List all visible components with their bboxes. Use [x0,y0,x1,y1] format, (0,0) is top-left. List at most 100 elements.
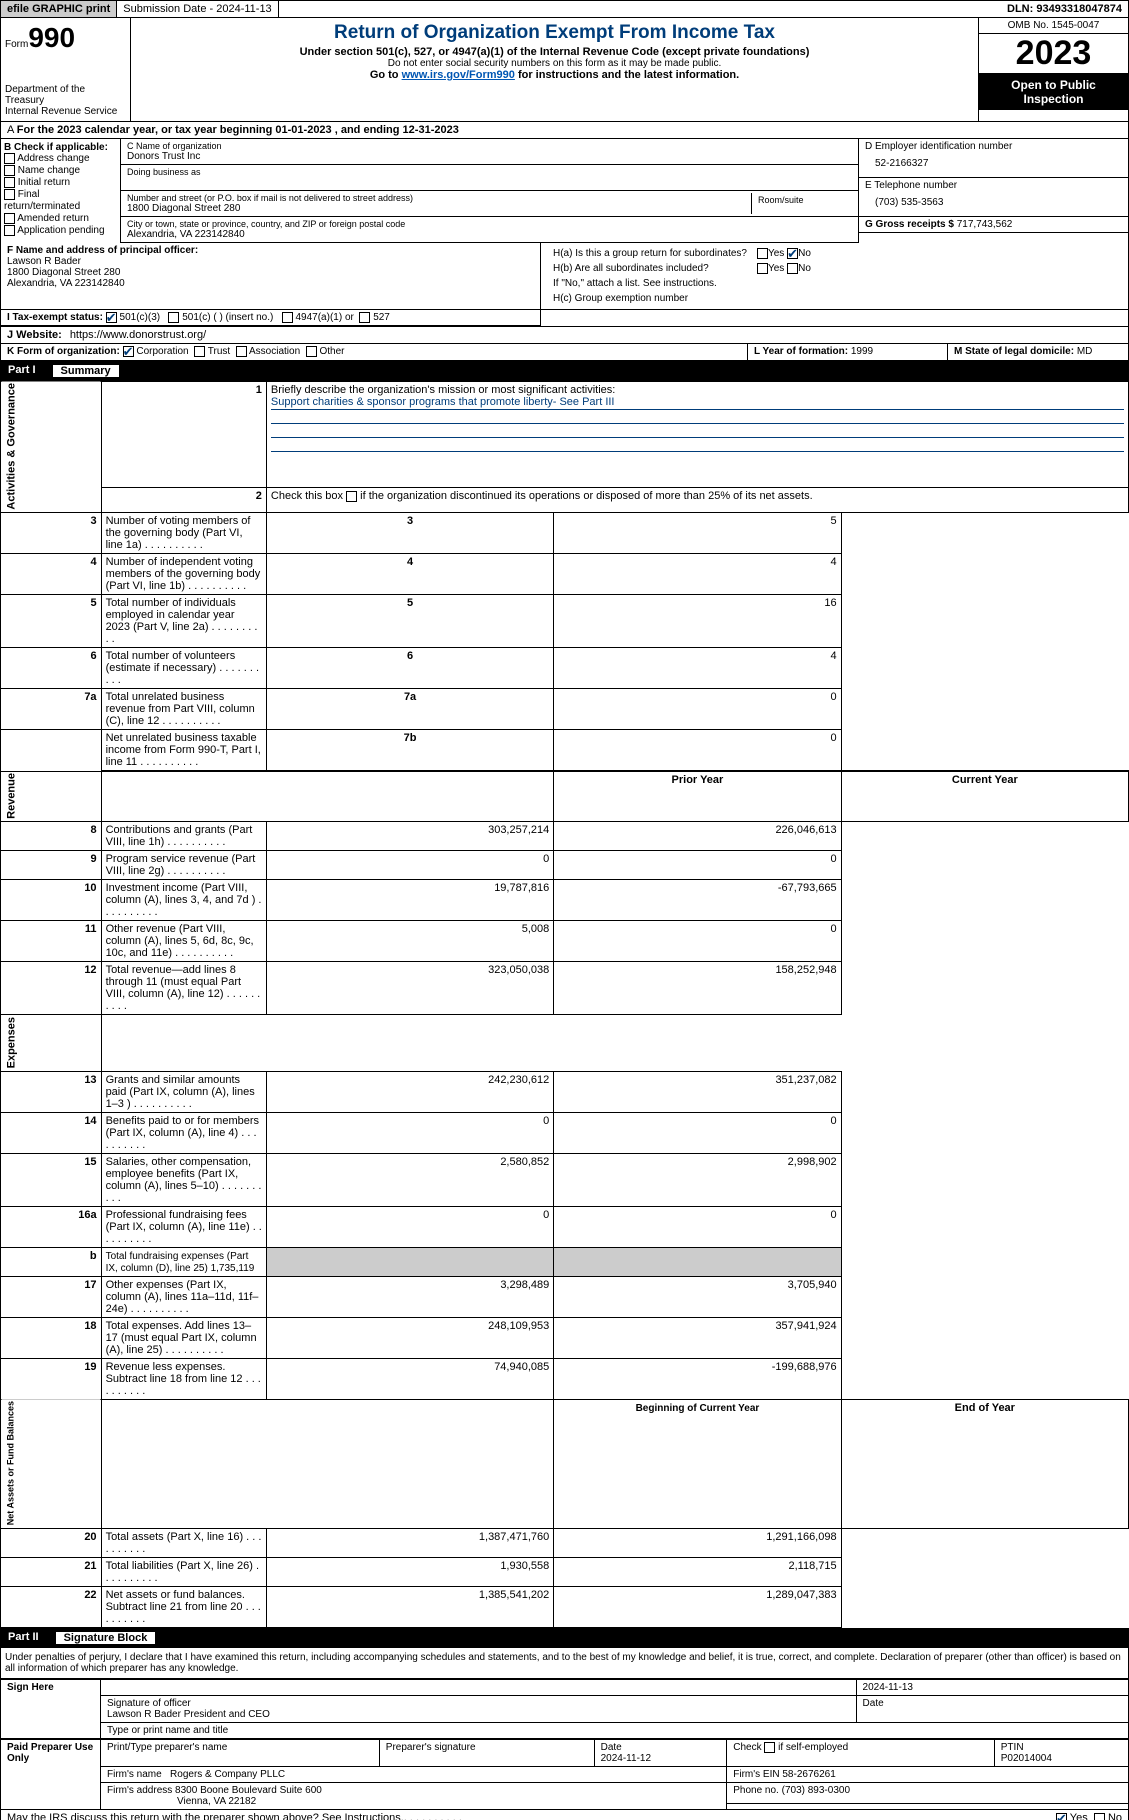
checkbox-527[interactable] [359,312,370,323]
open-public-inspection: Open to Public Inspection [979,74,1128,110]
sign-here-block: Sign Here 2024-11-13 Signature of office… [0,1679,1129,1739]
tax-year: 2023 [979,34,1128,74]
checkbox-other[interactable] [306,346,317,357]
firm-name: Rogers & Company PLLC [170,1769,285,1780]
form-word: Form [5,39,28,50]
sign-date-label: Date [863,1698,884,1709]
domicile-label: M State of legal domicile: [954,346,1074,357]
checkbox-hb-yes[interactable] [757,263,768,274]
row-f-h: F Name and address of principal officer:… [0,243,1129,310]
ptin: P02014004 [1001,1753,1052,1764]
sign-date: 2024-11-13 [856,1680,1128,1696]
row-i-j: I Tax-exempt status: 501(c)(3) 501(c) ( … [0,310,1129,327]
gross-receipts-label: G Gross receipts $ [865,219,954,230]
street: 1800 Diagonal Street 280 [127,203,240,214]
preparer-sig-label: Preparer's signature [379,1740,594,1767]
checkbox-address-change[interactable] [4,153,15,164]
checkbox-self-employed[interactable] [764,1742,775,1753]
checkbox-name-change[interactable] [4,165,15,176]
preparer-date: 2024-11-12 [601,1753,651,1764]
room-label: Room/suite [758,195,846,205]
firm-phone: (703) 893-0300 [782,1785,850,1796]
gross-receipts: 717,743,562 [957,219,1013,230]
year-formation: 1999 [851,346,873,357]
checkbox-ha-no[interactable] [787,248,798,259]
form-subtitle: Under section 501(c), 527, or 4947(a)(1)… [139,46,970,58]
sig-officer-label: Signature of officer [107,1698,191,1709]
checkbox-amended-return[interactable] [4,213,15,224]
officer-street: 1800 Diagonal Street 280 [7,267,534,278]
year-formation-label: L Year of formation: [754,346,848,357]
submission-date: Submission Date - 2024-11-13 [117,1,278,17]
part-1-header: Part ISummary [0,361,1129,381]
box-deg: D Employer identification number52-21663… [858,139,1128,243]
website-link[interactable]: https://www.donorstrust.org/ [70,329,206,341]
tax-exempt-label: I Tax-exempt status: [7,312,103,323]
phone-label: E Telephone number [865,180,957,191]
officer-label: F Name and address of principal officer: [7,245,534,256]
perjury-statement: Under penalties of perjury, I declare th… [0,1648,1129,1679]
dba-label: Doing business as [127,167,852,177]
discuss-text: May the IRS discuss this return with the… [7,1812,404,1820]
checkbox-discuss-no[interactable] [1094,1813,1105,1820]
h-b: H(b) Are all subordinates included? [549,262,751,275]
goto-post: for instructions and the latest informat… [515,69,739,81]
form-number: 990 [28,22,75,53]
summary-table: Activities & Governance 1 Briefly descri… [0,381,1129,1629]
city: Alexandria, VA 223142840 [127,229,245,240]
mission-label: Briefly describe the organization's miss… [271,384,615,396]
row-j: J Website: https://www.donorstrust.org/ [0,327,1129,344]
firm-addr1: 8300 Boone Boulevard Suite 600 [175,1785,322,1796]
checkbox-501c3[interactable] [106,312,117,323]
box-h: H(a) Is this a group return for subordin… [547,245,817,307]
line2: Check this box if the organization disco… [271,490,813,502]
officer-city: Alexandria, VA 223142840 [7,278,534,289]
checkbox-ha-yes[interactable] [757,248,768,259]
mission-text: Support charities & sponsor programs tha… [271,396,1124,410]
efile-print-button[interactable]: efile GRAPHIC print [1,1,117,17]
checkbox-trust[interactable] [194,346,205,357]
box-b-title: B Check if applicable: [4,142,108,153]
part-2-header: Part IISignature Block [0,1628,1129,1648]
checkbox-hb-no[interactable] [787,263,798,274]
discuss-row: May the IRS discuss this return with the… [0,1810,1129,1820]
officer-sig-name: Lawson R Bader President and CEO [107,1709,270,1720]
phone: (703) 535-3563 [865,191,1122,214]
h-b-note: If "No," attach a list. See instructions… [549,277,815,290]
irs: Internal Revenue Service [5,106,126,117]
firm-ein: 58-2676261 [782,1769,835,1780]
hdr-prior-year: Prior Year [672,774,724,786]
street-label: Number and street (or P.O. box if mail i… [127,193,751,203]
line-16b: Total fundraising expenses (Part IX, col… [106,1251,255,1274]
checkbox-corp[interactable] [123,346,134,357]
goto-pre: Go to [370,69,402,81]
h-a: H(a) Is this a group return for subordin… [549,247,751,260]
vert-activities-governance: Activities & Governance [1,381,102,513]
paid-preparer-block: Paid Preparer Use Only Print/Type prepar… [0,1739,1129,1810]
checkbox-initial-return[interactable] [4,177,15,188]
checkbox-final-return[interactable] [4,189,15,200]
org-name: Donors Trust Inc [127,151,200,162]
paid-preparer-label: Paid Preparer Use Only [1,1740,101,1810]
checkbox-discontinued[interactable] [346,491,357,502]
irs-link[interactable]: www.irs.gov/Form990 [402,69,515,81]
box-c: C Name of organizationDonors Trust Inc D… [121,139,858,243]
ein-label: D Employer identification number [865,141,1012,152]
checkbox-4947[interactable] [282,312,293,323]
top-bar: efile GRAPHIC print Submission Date - 20… [0,0,1129,18]
ssn-note: Do not enter social security numbers on … [139,58,970,69]
officer-name: Lawson R Bader [7,256,534,267]
vert-revenue: Revenue [1,771,102,822]
preparer-print-label: Print/Type preparer's name [101,1740,380,1767]
dln: DLN: 93493318047874 [1001,1,1128,17]
form-title: Return of Organization Exempt From Incom… [139,22,970,44]
checkbox-application-pending[interactable] [4,225,15,236]
firm-addr2: Vienna, VA 22182 [107,1796,256,1807]
dept-treasury: Department of the Treasury [5,84,126,106]
domicile: MD [1077,346,1093,357]
city-label: City or town, state or province, country… [127,219,852,229]
checkbox-discuss-yes[interactable] [1056,1813,1067,1820]
h-c: H(c) Group exemption number [549,292,815,305]
checkbox-assoc[interactable] [236,346,247,357]
checkbox-501c[interactable] [168,312,179,323]
